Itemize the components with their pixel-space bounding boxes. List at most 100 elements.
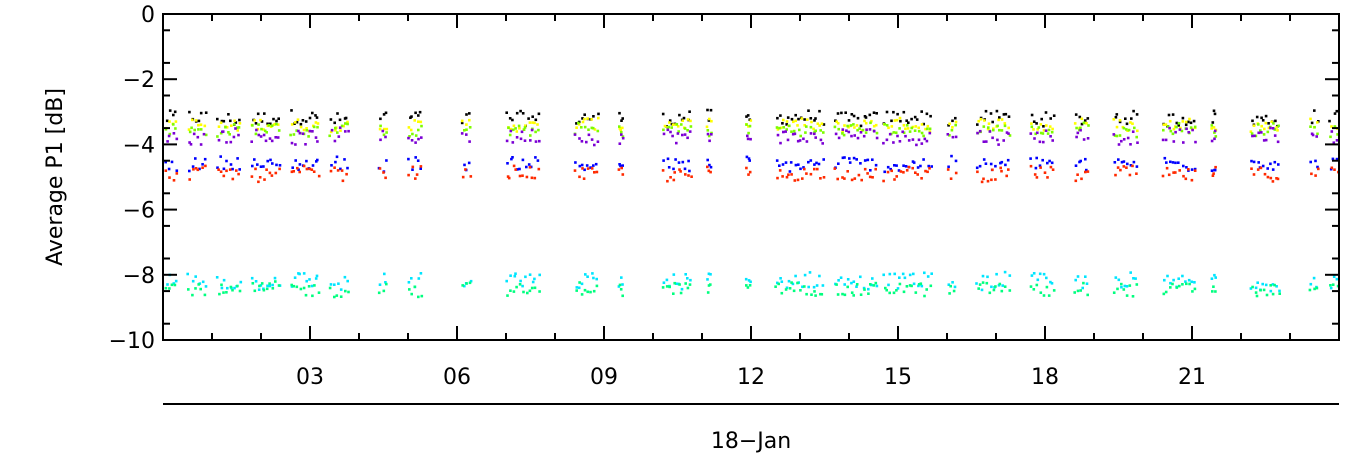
- data-point: [678, 283, 681, 286]
- data-point: [295, 120, 299, 124]
- data-point: [850, 134, 853, 138]
- data-point: [194, 287, 197, 290]
- data-point: [667, 125, 671, 129]
- data-point: [888, 272, 892, 276]
- data-point: [989, 112, 993, 115]
- data-point: [910, 117, 913, 121]
- data-point: [1275, 285, 1278, 288]
- data-point: [1212, 172, 1215, 175]
- data-point: [1276, 129, 1279, 132]
- data-point: [534, 118, 538, 122]
- data-point: [999, 166, 1002, 170]
- data-point: [237, 126, 241, 129]
- data-point: [954, 116, 957, 120]
- data-point: [382, 127, 386, 131]
- data-point: [1266, 130, 1270, 134]
- data-point: [796, 124, 799, 127]
- data-point: [234, 121, 238, 124]
- data-point: [274, 171, 278, 175]
- data-point: [1264, 121, 1268, 125]
- data-point: [885, 124, 889, 127]
- data-point: [513, 274, 517, 278]
- data-point: [1172, 127, 1176, 131]
- data-point: [414, 141, 417, 144]
- data-point: [595, 170, 599, 174]
- data-point: [413, 119, 416, 122]
- data-point: [1269, 126, 1272, 130]
- data-point: [1167, 173, 1171, 177]
- data-point: [204, 285, 208, 288]
- data-point: [988, 130, 992, 133]
- data-point: [841, 156, 845, 160]
- data-point: [904, 127, 907, 131]
- data-point: [597, 116, 600, 120]
- data-point: [1008, 274, 1012, 277]
- data-point: [1129, 143, 1132, 146]
- data-point: [528, 121, 532, 124]
- data-point: [776, 128, 780, 131]
- data-point: [681, 133, 684, 137]
- data-point: [1189, 121, 1193, 125]
- data-point: [892, 110, 895, 114]
- data-point: [1051, 139, 1054, 142]
- data-point: [1250, 132, 1254, 135]
- data-point: [526, 291, 529, 295]
- data-point: [225, 126, 229, 129]
- data-point: [924, 127, 927, 131]
- data-point: [849, 124, 853, 127]
- data-point: [620, 130, 623, 134]
- data-point: [1269, 289, 1273, 293]
- data-point: [1003, 124, 1007, 128]
- data-point: [460, 121, 464, 125]
- data-point: [1270, 120, 1273, 124]
- data-point: [1271, 180, 1275, 183]
- data-point: [883, 170, 886, 174]
- data-point: [864, 121, 868, 125]
- data-point: [850, 178, 854, 182]
- data-point: [1169, 129, 1173, 133]
- data-point: [673, 171, 676, 174]
- data-point: [225, 169, 228, 173]
- data-point: [593, 128, 597, 131]
- data-point: [517, 124, 521, 128]
- data-point: [869, 169, 872, 172]
- data-point: [780, 291, 784, 295]
- data-point: [1329, 286, 1333, 290]
- x-axis: 03 06 09 12 15 18 21: [211, 14, 1291, 390]
- data-point: [1039, 166, 1042, 169]
- data-point: [590, 167, 594, 170]
- data-point: [1263, 172, 1267, 176]
- data-point: [347, 129, 350, 133]
- data-point: [674, 282, 678, 285]
- data-point: [888, 291, 891, 295]
- data-point: [896, 134, 899, 138]
- data-point: [885, 110, 889, 114]
- data-point: [984, 109, 988, 113]
- data-point: [1212, 126, 1216, 129]
- data-point: [984, 162, 988, 165]
- data-point: [789, 161, 793, 164]
- data-point: [779, 114, 782, 117]
- data-point: [461, 175, 465, 179]
- data-point: [708, 117, 711, 121]
- data-point: [311, 164, 315, 167]
- data-point: [587, 128, 590, 131]
- data-point: [379, 138, 382, 142]
- data-point: [1310, 172, 1313, 176]
- data-point: [597, 112, 600, 116]
- data-point: [172, 132, 176, 135]
- data-point: [203, 157, 207, 161]
- data-point: [1007, 168, 1010, 171]
- data-point: [893, 164, 896, 167]
- data-point: [463, 129, 466, 132]
- data-point: [776, 116, 779, 120]
- data-point: [582, 177, 586, 180]
- data-point: [853, 177, 857, 180]
- data-point: [1042, 129, 1046, 132]
- data-point: [522, 128, 526, 131]
- data-point: [328, 286, 332, 290]
- data-point: [669, 176, 672, 179]
- data-point: [1162, 292, 1166, 296]
- data-point: [671, 123, 675, 126]
- data-point: [201, 166, 204, 169]
